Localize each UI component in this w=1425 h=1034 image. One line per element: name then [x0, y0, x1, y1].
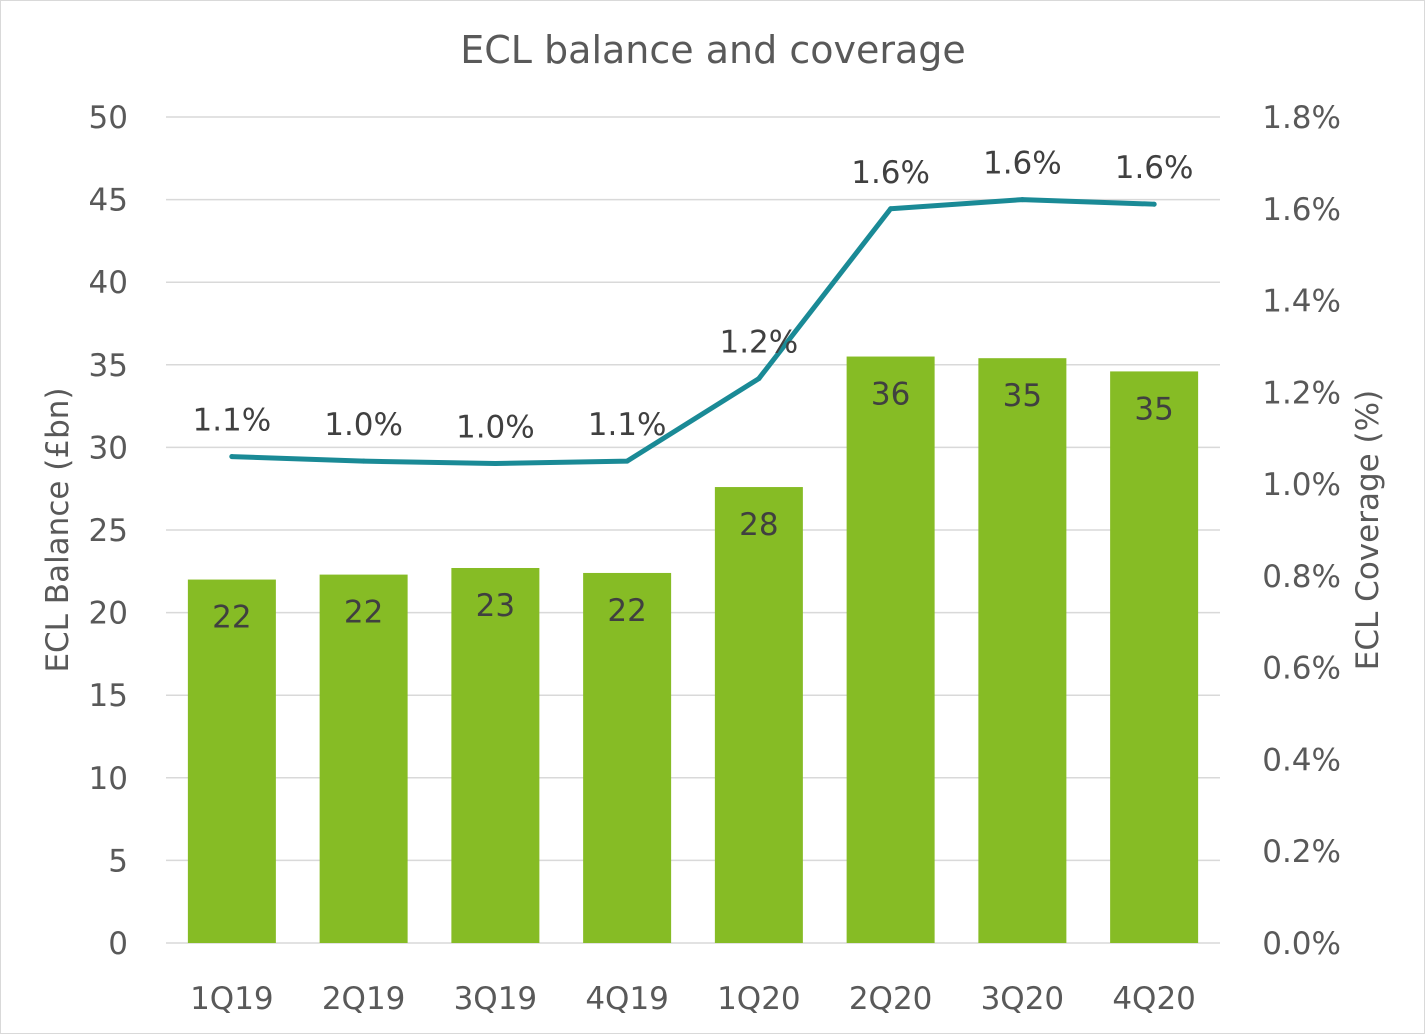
left-tick-label: 40 [89, 265, 128, 301]
bar-data-labels: 22 22 23 22 28 36 35 35 [212, 377, 1174, 636]
line-point [361, 458, 367, 464]
bar [1110, 371, 1199, 944]
line-value-label: 1.0% [456, 409, 535, 445]
line-value-label: 1.1% [192, 403, 271, 439]
line-point [624, 458, 630, 464]
line-data-labels: 1.1% 1.0% 1.0% 1.1% 1.2% 1.6% 1.6% 1.6% [192, 146, 1193, 446]
line-point [1151, 201, 1157, 207]
right-tick-label: 1.4% [1262, 284, 1341, 320]
left-tick-label: 10 [89, 761, 128, 797]
right-tick-label: 1.8% [1262, 100, 1341, 136]
left-tick-label: 0 [108, 926, 128, 962]
line-point [756, 376, 762, 382]
right-tick-label: 1.6% [1262, 192, 1341, 228]
x-tick-label: 1Q20 [717, 981, 801, 1017]
left-tick-label: 20 [89, 596, 128, 632]
x-tick-label: 4Q19 [585, 981, 669, 1017]
left-tick-label: 15 [89, 678, 128, 714]
x-tick-label: 4Q20 [1112, 981, 1196, 1017]
left-tick-label: 35 [89, 348, 128, 384]
bar-value-label: 35 [1003, 378, 1042, 414]
line-point [229, 454, 235, 460]
x-tick-label: 2Q19 [322, 981, 406, 1017]
chart-title: ECL balance and coverage [460, 28, 965, 72]
right-axis-ticks: 0.0% 0.2% 0.4% 0.6% 0.8% 1.0% 1.2% 1.4% 1.6% 1.8% [1262, 100, 1341, 962]
bar-value-label: 22 [344, 595, 383, 631]
bar [583, 572, 672, 943]
right-tick-label: 0.2% [1262, 834, 1341, 870]
right-axis-title: ECL Coverage (%) [1350, 390, 1386, 670]
line-value-label: 1.1% [588, 407, 667, 443]
x-tick-label: 2Q20 [849, 981, 933, 1017]
x-tick-label: 1Q19 [190, 981, 274, 1017]
x-axis-ticks: 1Q19 2Q19 3Q19 4Q19 1Q20 2Q20 3Q20 4Q20 [190, 981, 1196, 1017]
bar-value-label: 22 [212, 600, 251, 636]
left-tick-label: 45 [89, 183, 128, 219]
line-value-label: 1.6% [1115, 150, 1194, 186]
x-tick-label: 3Q19 [454, 981, 538, 1017]
bar-value-label: 35 [1134, 391, 1173, 427]
bar-value-label: 22 [607, 593, 646, 629]
x-tick-label: 3Q20 [981, 981, 1065, 1017]
line-value-label: 1.6% [851, 155, 930, 191]
left-axis-ticks: 0 5 10 15 20 25 30 35 40 45 50 [89, 100, 128, 962]
right-tick-label: 1.0% [1262, 467, 1341, 503]
line-point [1019, 197, 1025, 203]
line-value-label: 1.6% [983, 146, 1062, 182]
left-axis-title: ECL Balance (£bn) [40, 387, 76, 672]
right-tick-label: 0.4% [1262, 742, 1341, 778]
bar [714, 487, 803, 943]
left-tick-label: 25 [89, 513, 128, 549]
line-point [888, 206, 894, 212]
bar-series [187, 356, 1199, 944]
bar [187, 579, 276, 943]
left-tick-label: 5 [108, 843, 128, 879]
right-tick-label: 0.8% [1262, 559, 1341, 595]
right-tick-label: 1.2% [1262, 375, 1341, 411]
bar-value-label: 23 [476, 588, 515, 624]
line-series [229, 197, 1157, 466]
left-tick-label: 50 [89, 100, 128, 136]
bar [319, 574, 408, 943]
line-point [492, 460, 498, 466]
coverage-line [229, 197, 1157, 466]
line-value-label: 1.0% [324, 407, 403, 443]
line-value-label: 1.2% [719, 325, 798, 361]
left-tick-label: 30 [89, 430, 128, 466]
bar [978, 358, 1067, 943]
bar [451, 567, 540, 943]
bar-value-label: 28 [739, 507, 778, 543]
bar [846, 356, 935, 943]
right-tick-label: 0.6% [1262, 651, 1341, 687]
bar-value-label: 36 [871, 377, 910, 413]
right-tick-label: 0.0% [1262, 926, 1341, 962]
